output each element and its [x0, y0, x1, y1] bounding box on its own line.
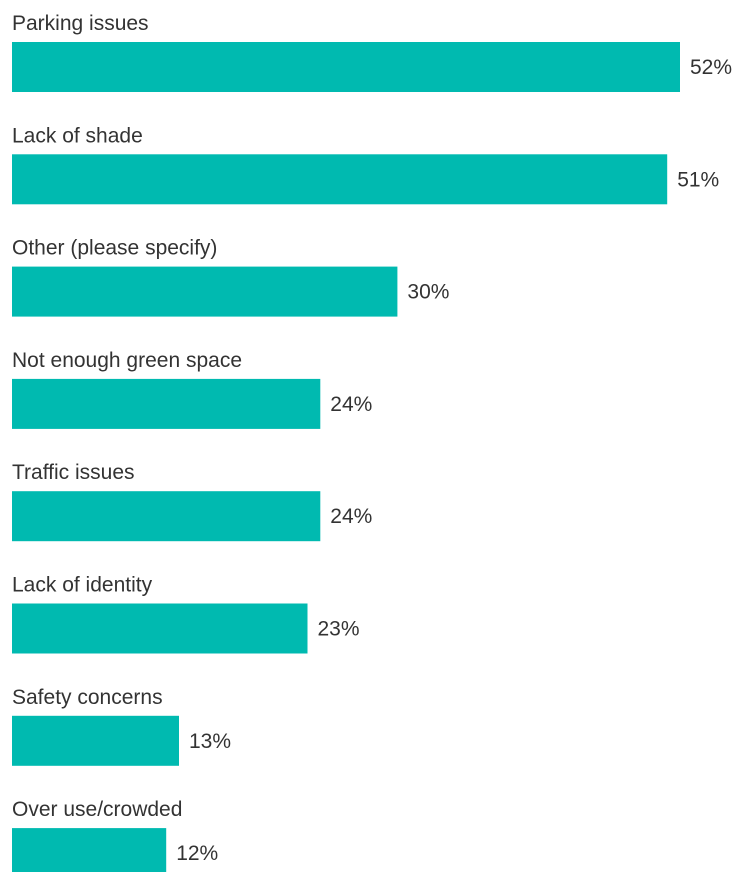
bar — [12, 42, 680, 92]
value-label: 13% — [189, 730, 231, 753]
value-label: 24% — [330, 505, 372, 528]
value-label: 23% — [318, 618, 360, 641]
category-label: Not enough green space — [12, 349, 242, 372]
category-label: Traffic issues — [12, 461, 135, 484]
bar — [12, 491, 321, 542]
bar — [12, 828, 167, 872]
bars-layer: Parking issues 52% Lack of shade 51% Other (… — [12, 12, 732, 872]
bar — [12, 603, 308, 654]
bar — [12, 715, 179, 766]
bar — [12, 378, 321, 429]
value-label: 24% — [330, 393, 372, 416]
category-label: Lack of identity — [12, 574, 153, 597]
bar — [12, 154, 668, 205]
category-label: Safety concerns — [12, 686, 163, 709]
value-label: 12% — [176, 842, 218, 865]
value-label: 30% — [407, 281, 449, 304]
value-label: 52% — [690, 56, 732, 79]
value-label: 51% — [677, 168, 719, 191]
category-label: Parking issues — [12, 12, 149, 35]
bar — [12, 266, 398, 317]
category-label: Over use/crowded — [12, 798, 182, 821]
category-label: Other (please specify) — [12, 237, 217, 260]
category-label: Lack of shade — [12, 124, 143, 147]
